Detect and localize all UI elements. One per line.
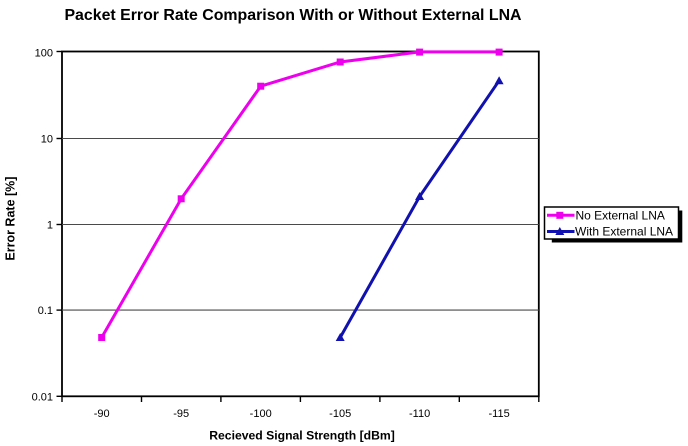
svg-text:0.1: 0.1 [38,305,53,317]
svg-text:1: 1 [47,220,53,232]
svg-text:Packet Error Rate Comparison W: Packet Error Rate Comparison With or Wit… [64,7,522,24]
svg-text:10: 10 [41,134,53,146]
svg-text:-110: -110 [409,408,430,420]
svg-text:-105: -105 [329,408,351,420]
svg-text:No External LNA: No External LNA [576,208,665,222]
svg-text:-90: -90 [94,408,110,420]
svg-text:100: 100 [35,47,53,59]
svg-text:With External LNA: With External LNA [575,225,673,239]
svg-text:-100: -100 [250,408,272,420]
svg-text:-95: -95 [173,408,189,420]
svg-text:-115: -115 [488,408,509,420]
svg-text:Error Rate [%]: Error Rate [%] [4,177,18,261]
svg-text:Recieved Signal Strength [dBm]: Recieved Signal Strength [dBm] [209,429,395,443]
svg-text:0.01: 0.01 [32,391,53,403]
